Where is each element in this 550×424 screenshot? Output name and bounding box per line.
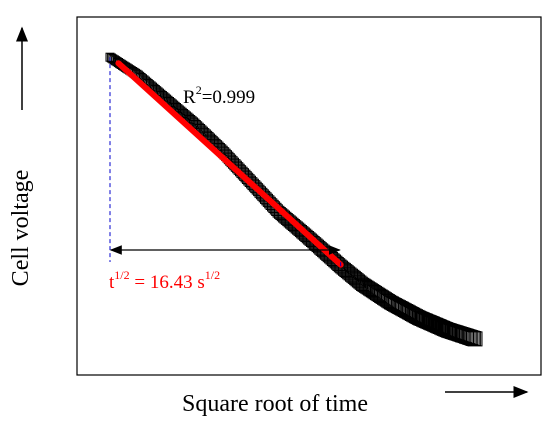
data-point — [467, 331, 483, 347]
data-series — [105, 52, 483, 347]
r-squared-label: R2=0.999 — [183, 83, 255, 108]
x-axis-label: Square root of time — [182, 391, 368, 417]
fit-line — [115, 60, 344, 268]
half-time-annotation: t1/2 = 16.43 s1/2 — [109, 268, 220, 293]
y-axis-label: Cell voltage — [8, 170, 34, 287]
plot-frame — [76, 16, 542, 376]
